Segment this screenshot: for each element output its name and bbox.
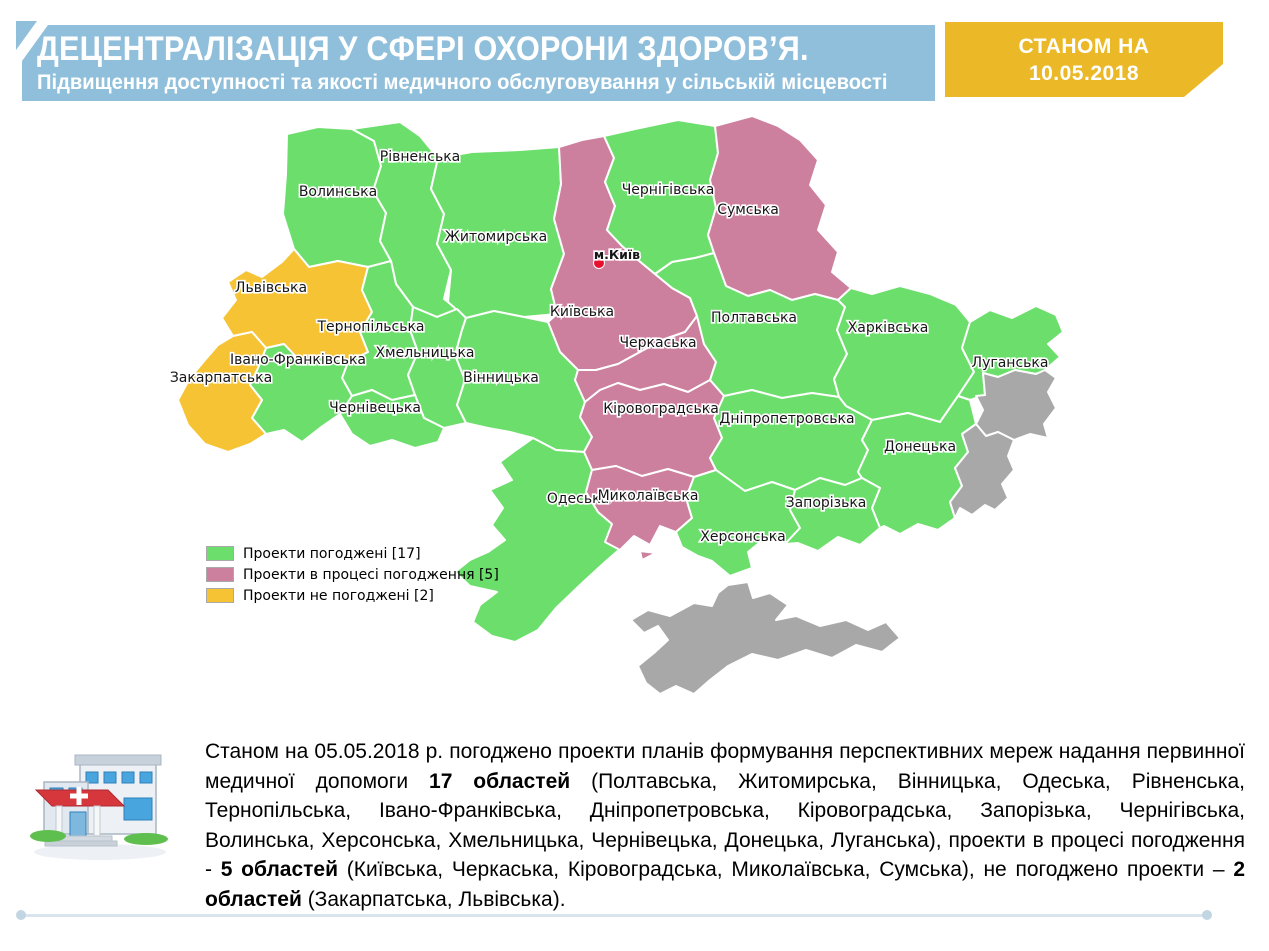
region-label-kharkiv: Харківська	[848, 320, 929, 336]
region-label-rivne: Рівненська	[380, 149, 461, 165]
region-label-zaporizhzhia: Запорізька	[786, 495, 867, 511]
legend-item-in-progress: Проекти в процесі погодження [5]	[206, 566, 499, 583]
map-regions	[177, 115, 1064, 695]
region-label-luhansk: Луганська	[972, 355, 1049, 371]
region-label-dnipro: Дніпропетровська	[719, 411, 854, 427]
region-label-cherkasy: Черкаська	[619, 335, 696, 351]
region-label-khmelnytskyi: Хмельницька	[375, 345, 474, 361]
region-label-chernivtsi: Чернівецька	[329, 400, 421, 416]
ukraine-map: Волинська Рівненська Житомирська Київськ…	[170, 115, 1064, 695]
date-badge-date: 10.05.2018	[1028, 62, 1140, 85]
map-labels: Волинська Рівненська Житомирська Київськ…	[170, 147, 1050, 546]
region-label-kirovohrad: Кіровоградська	[603, 401, 719, 417]
region-label-mykolaiv: Миколаївська	[598, 488, 699, 504]
page-subtitle: Підвищення доступності та якості медично…	[37, 71, 888, 94]
region-label-kherson: Херсонська	[700, 529, 786, 545]
region-label-sumy: Сумська	[717, 202, 779, 218]
region-zakarpattia	[177, 331, 267, 453]
legend-label-approved: Проекти погоджені [17]	[243, 545, 421, 562]
region-label-chernihiv: Чернігівська	[622, 182, 715, 198]
banner-fold-icon	[16, 21, 37, 50]
region-mykolaiv-spit	[639, 550, 657, 561]
legend-item-not-approved: Проекти не погоджені [2]	[206, 587, 499, 604]
region-kirovohrad	[579, 379, 725, 478]
region-zaporizhzhia	[784, 477, 881, 552]
region-label-ternopil: Тернопільська	[317, 319, 425, 335]
footer-divider-dot-left	[16, 910, 26, 920]
region-label-kyivobl: Київська	[550, 304, 614, 320]
region-zhytomyr	[430, 146, 565, 319]
legend-label-in-progress: Проекти в процесі погодження [5]	[243, 566, 499, 583]
legend-item-approved: Проекти погоджені [17]	[206, 545, 499, 562]
legend-swatch-not-approved	[206, 588, 234, 603]
region-label-lviv: Львівська	[235, 280, 307, 296]
region-kherson	[675, 469, 801, 577]
region-label-odesa: Одеська	[547, 491, 609, 507]
region-label-ivano: Івано-Франківська	[230, 352, 366, 368]
region-chernivtsi	[339, 389, 445, 449]
occupied-crimea	[630, 581, 901, 695]
region-label-poltava: Полтавська	[711, 310, 797, 326]
legend-label-not-approved: Проекти не погоджені [2]	[243, 587, 434, 604]
occupied-luhansk-east	[975, 369, 1057, 441]
region-label-donetsk: Донецька	[884, 439, 956, 455]
legend-swatch-in-progress	[206, 567, 234, 582]
region-mykolaiv	[585, 465, 695, 551]
date-badge-fold-icon	[1184, 64, 1209, 95]
footer-divider	[22, 914, 1206, 917]
kyiv-city-label: м.Київ	[594, 247, 640, 262]
map-legend: Проекти погоджені [17] Проекти в процесі…	[206, 546, 499, 609]
title-banner: ДЕЦЕНТРАЛІЗАЦІЯ У СФЕРІ ОХОРОНИ ЗДОРОВ’Я…	[22, 25, 935, 101]
region-label-zakarpattia: Закарпатська	[170, 370, 272, 386]
kyiv-city-dot	[593, 257, 605, 269]
region-label-vinnytsia: Вінницька	[463, 370, 539, 386]
date-badge: СТАНОМ НА 10.05.2018	[945, 22, 1223, 97]
page-title: ДЕЦЕНТРАЛІЗАЦІЯ У СФЕРІ ОХОРОНИ ЗДОРОВ’Я…	[37, 30, 809, 68]
hospital-icon	[30, 754, 168, 860]
occupied-donetsk-east	[949, 423, 1015, 519]
legend-swatch-approved	[206, 546, 234, 561]
region-donetsk	[857, 395, 977, 535]
footer-divider-dot-right	[1202, 910, 1212, 920]
region-label-zhytomyr: Житомирська	[445, 229, 547, 245]
date-badge-caption: СТАНОМ НА	[1018, 35, 1150, 58]
summary-paragraph: Станом на 05.05.2018 р. погоджено проект…	[205, 740, 1245, 911]
region-label-volyn: Волинська	[299, 184, 377, 200]
